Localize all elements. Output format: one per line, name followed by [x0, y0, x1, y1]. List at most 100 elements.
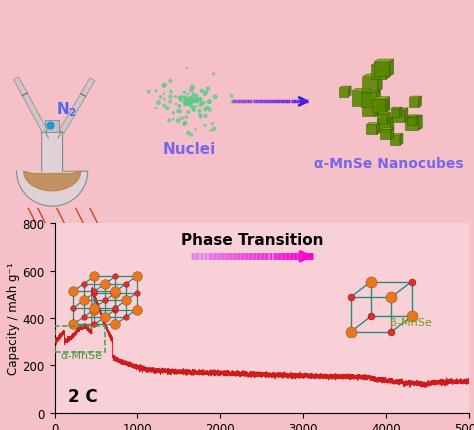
Point — [166, 99, 174, 106]
Point — [198, 88, 206, 95]
Point — [185, 98, 193, 105]
Polygon shape — [390, 134, 403, 136]
Point — [145, 89, 153, 96]
Text: $\mathbf{N_2}$: $\mathbf{N_2}$ — [55, 100, 77, 118]
Point — [193, 98, 201, 104]
Point — [190, 107, 197, 114]
Point — [190, 92, 198, 99]
Point — [187, 97, 194, 104]
Point — [196, 108, 203, 115]
Polygon shape — [59, 79, 95, 134]
Polygon shape — [383, 99, 385, 110]
Point — [196, 96, 204, 103]
Point — [183, 101, 191, 108]
Point — [161, 103, 168, 110]
Point — [152, 88, 160, 95]
Bar — [380, 102, 387, 110]
Point — [197, 114, 205, 120]
Text: α-MnSe Nanocubes: α-MnSe Nanocubes — [314, 156, 464, 170]
Polygon shape — [366, 123, 380, 125]
Point — [181, 98, 189, 104]
Point — [153, 105, 160, 112]
Polygon shape — [383, 101, 386, 113]
Point — [228, 93, 236, 100]
Point — [181, 121, 188, 128]
Polygon shape — [392, 109, 408, 111]
Point — [185, 130, 192, 137]
Point — [189, 98, 196, 104]
Point — [184, 91, 192, 98]
Polygon shape — [377, 123, 380, 135]
Point — [201, 92, 209, 98]
Bar — [392, 111, 404, 123]
Point — [185, 98, 193, 105]
Point — [186, 101, 194, 108]
Polygon shape — [17, 132, 88, 207]
Point — [188, 87, 195, 94]
Point — [155, 100, 162, 107]
Point — [182, 100, 190, 107]
Point — [179, 94, 186, 101]
Polygon shape — [386, 98, 390, 113]
Point — [186, 98, 193, 105]
Point — [191, 98, 199, 104]
Bar — [377, 120, 390, 133]
Point — [178, 115, 186, 122]
Polygon shape — [352, 89, 372, 92]
Bar — [405, 118, 418, 131]
Point — [184, 97, 191, 104]
Point — [202, 90, 210, 97]
Point — [182, 100, 190, 107]
Polygon shape — [24, 172, 81, 191]
Point — [188, 99, 195, 106]
Point — [204, 105, 211, 112]
Polygon shape — [390, 118, 394, 133]
Point — [228, 99, 236, 106]
Polygon shape — [418, 116, 422, 131]
Point — [193, 96, 201, 103]
Point — [182, 95, 189, 102]
Polygon shape — [339, 87, 351, 89]
Point — [182, 120, 189, 127]
Polygon shape — [376, 91, 381, 108]
Point — [189, 98, 196, 105]
Point — [192, 98, 200, 105]
Polygon shape — [387, 101, 390, 110]
Point — [210, 71, 218, 78]
Polygon shape — [387, 113, 391, 125]
Polygon shape — [374, 101, 386, 103]
Point — [161, 82, 169, 89]
Point — [192, 104, 200, 111]
Bar — [363, 104, 375, 117]
Polygon shape — [14, 78, 47, 134]
Point — [157, 94, 164, 101]
Point — [183, 99, 191, 106]
Point — [167, 89, 174, 96]
Point — [184, 97, 192, 104]
Point — [186, 99, 193, 106]
Point — [189, 84, 196, 91]
Point — [187, 99, 194, 106]
Polygon shape — [391, 108, 402, 110]
Text: Nuclei: Nuclei — [163, 141, 216, 156]
Point — [174, 108, 182, 115]
Polygon shape — [348, 87, 351, 97]
Point — [161, 97, 168, 104]
Polygon shape — [385, 64, 390, 80]
Bar — [366, 125, 377, 135]
Point — [182, 95, 190, 101]
Point — [197, 96, 205, 103]
Point — [181, 101, 189, 108]
Point — [205, 99, 212, 106]
Polygon shape — [375, 101, 380, 117]
Point — [187, 102, 195, 109]
Point — [182, 101, 190, 108]
Polygon shape — [389, 60, 393, 77]
Polygon shape — [374, 60, 393, 63]
Bar — [373, 105, 384, 116]
Point — [201, 107, 209, 114]
Point — [183, 101, 191, 108]
Point — [176, 104, 183, 111]
Bar — [45, 121, 59, 132]
Point — [210, 126, 218, 133]
